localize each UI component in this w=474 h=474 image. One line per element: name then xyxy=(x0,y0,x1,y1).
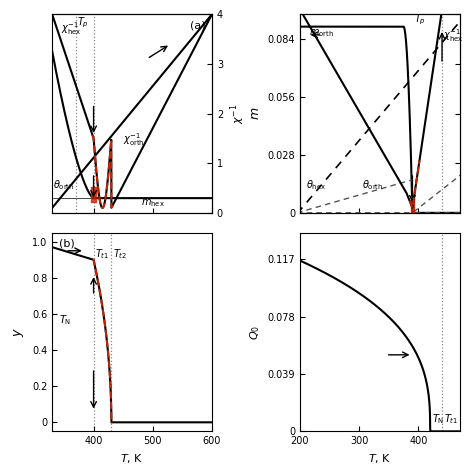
Text: $\chi_{\rm hex}^{-1}$: $\chi_{\rm hex}^{-1}$ xyxy=(443,27,464,44)
X-axis label: $T$, K: $T$, K xyxy=(368,452,392,465)
Text: $T_{t2}$: $T_{t2}$ xyxy=(112,247,127,261)
Text: $T_p$: $T_p$ xyxy=(77,16,89,30)
Text: $T_{\rm N}$: $T_{\rm N}$ xyxy=(59,313,72,327)
Y-axis label: $\chi^{-1}$: $\chi^{-1}$ xyxy=(228,103,247,124)
Text: $\chi_{\rm orth}^{-1}$: $\chi_{\rm orth}^{-1}$ xyxy=(123,131,145,148)
Text: $m_{\rm hex}$: $m_{\rm hex}$ xyxy=(141,197,165,209)
Text: $T_{\rm N}$: $T_{\rm N}$ xyxy=(432,412,444,426)
Text: $\chi_{\rm hex}^{-1}$: $\chi_{\rm hex}^{-1}$ xyxy=(61,20,82,36)
Text: $\theta_{\rm orth}$: $\theta_{\rm orth}$ xyxy=(362,178,383,192)
Text: (a): (a) xyxy=(190,20,206,30)
Y-axis label: $y$: $y$ xyxy=(12,327,27,337)
Text: $T_{t1}$: $T_{t1}$ xyxy=(444,412,458,426)
Y-axis label: $m$: $m$ xyxy=(249,107,262,120)
Text: $\theta_{\rm hex}$: $\theta_{\rm hex}$ xyxy=(306,178,326,192)
Text: $\theta_{\rm orth}$: $\theta_{\rm orth}$ xyxy=(53,178,75,192)
Text: (b): (b) xyxy=(58,239,74,249)
Text: $T_p$: $T_p$ xyxy=(414,13,426,27)
Text: $m_{\rm orth}$: $m_{\rm orth}$ xyxy=(309,27,334,39)
Text: $T_{t1}$: $T_{t1}$ xyxy=(95,247,109,261)
Y-axis label: $Q_0$: $Q_0$ xyxy=(248,325,262,339)
X-axis label: $T$, K: $T$, K xyxy=(120,452,144,465)
